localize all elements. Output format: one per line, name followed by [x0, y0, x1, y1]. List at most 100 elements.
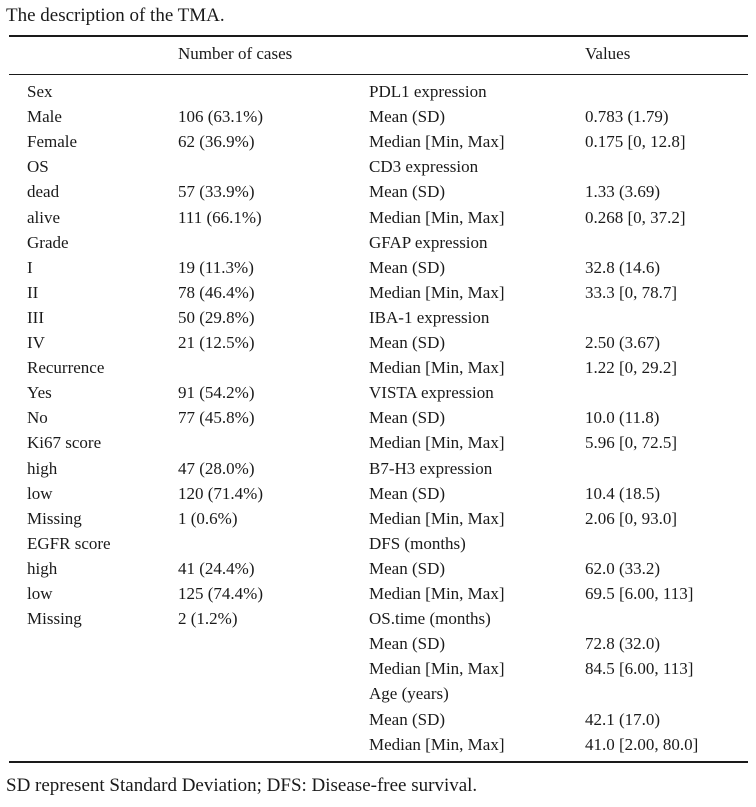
row-statistic-label: Median [Min, Max] — [369, 433, 505, 453]
row-statistic-label: DFS (months) — [369, 533, 466, 553]
row-label: dead — [27, 182, 60, 202]
table-row: Male 106 (63.1%) Mean (SD) 0.783 (1.79) — [0, 106, 740, 131]
row-cases: 47 (28.0%) — [178, 458, 255, 478]
table-row: low 120 (71.4%) Mean (SD) 10.4 (18.5) — [0, 483, 740, 508]
row-statistic-label: Median [Min, Max] — [369, 282, 505, 302]
row-value: 0.175 [0, 12.8] — [585, 132, 686, 152]
table-row: high 47 (28.0%) B7-H3 expression — [0, 458, 740, 483]
row-value: 72.8 (32.0) — [585, 634, 661, 654]
row-statistic-label: Mean (SD) — [369, 257, 446, 277]
row-label: IV — [27, 333, 45, 352]
row-statistic-label: GFAP expression — [369, 232, 488, 252]
header-number-of-cases: Number of cases — [178, 44, 293, 63]
row-value: 84.5 [6.00, 113] — [585, 659, 694, 679]
row-statistic-label: IBA-1 expression — [369, 307, 490, 327]
row-label: No — [27, 408, 48, 428]
row-cases: 2 (1.2%) — [178, 609, 238, 629]
row-statistic-label: Mean (SD) — [369, 709, 446, 729]
table-header-rule — [9, 74, 748, 75]
row-label: Recurrence — [27, 358, 105, 378]
table-row: Age (years) — [0, 683, 740, 708]
header-values: Values — [585, 44, 631, 63]
row-cases: 125 (74.4%) — [178, 584, 263, 603]
row-cases: 91 (54.2%) — [178, 383, 255, 403]
row-value: 2.50 (3.67) — [585, 333, 661, 352]
row-value: 41.0 [2.00, 80.0] — [585, 734, 699, 754]
row-value: 5.96 [0, 72.5] — [585, 433, 678, 453]
table-row: Recurrence Median [Min, Max] 1.22 [0, 29.2… — [0, 357, 740, 382]
row-value: 1.22 [0, 29.2] — [585, 358, 678, 378]
row-label: Female — [27, 132, 78, 152]
row-statistic-label: Median [Min, Max] — [369, 584, 505, 603]
row-statistic-label: VISTA expression — [369, 383, 494, 403]
table-row: Missing 2 (1.2%) OS.time (months) — [0, 608, 740, 633]
row-statistic-label: B7-H3 expression — [369, 458, 493, 478]
table-row: high 41 (24.4%) Mean (SD) 62.0 (33.2) — [0, 558, 740, 583]
row-cases: 78 (46.4%) — [178, 282, 255, 302]
row-statistic-label: PDL1 expression — [369, 82, 487, 101]
table-row: Yes 91 (54.2%) VISTA expression — [0, 382, 740, 407]
table-row: No 77 (45.8%) Mean (SD) 10.0 (11.8) — [0, 407, 740, 432]
row-value: 69.5 [6.00, 113] — [585, 584, 694, 603]
row-statistic-label: Mean (SD) — [369, 483, 446, 503]
table-row: III 50 (29.8%) IBA-1 expression — [0, 307, 740, 332]
table-row: Sex PDL1 expression — [0, 81, 740, 106]
row-value: 42.1 (17.0) — [585, 709, 661, 729]
row-label: II — [27, 282, 39, 302]
row-label: low — [27, 483, 53, 503]
row-label: I — [27, 257, 33, 277]
table-row: Mean (SD) 72.8 (32.0) — [0, 633, 740, 658]
row-value: 62.0 (33.2) — [585, 558, 661, 578]
row-label: OS — [27, 157, 49, 177]
row-value: 10.4 (18.5) — [585, 483, 661, 503]
row-statistic-label: Mean (SD) — [369, 558, 446, 578]
table-row: Median [Min, Max] 41.0 [2.00, 80.0] — [0, 734, 740, 759]
row-label: Ki67 score — [27, 433, 102, 453]
table-row: Female 62 (36.9%) Median [Min, Max] 0.175 [… — [0, 131, 740, 156]
table-row: alive 111 (66.1%) Median [Min, Max] 0.268 [… — [0, 207, 740, 232]
row-label: Sex — [27, 82, 53, 101]
row-label: low — [27, 584, 53, 603]
row-value: 0.268 [0, 37.2] — [585, 207, 686, 227]
table-row: Grade GFAP expression — [0, 232, 740, 257]
row-label: EGFR score — [27, 533, 111, 553]
row-statistic-label: OS.time (months) — [369, 609, 491, 629]
row-statistic-label: Median [Min, Max] — [369, 358, 505, 378]
row-cases: 57 (33.9%) — [178, 182, 255, 202]
table-row: Ki67 score Median [Min, Max] 5.96 [0, 72.5… — [0, 432, 740, 457]
table-row: dead 57 (33.9%) Mean (SD) 1.33 (3.69) — [0, 181, 740, 206]
row-cases: 1 (0.6%) — [178, 508, 238, 528]
row-value: 2.06 [0, 93.0] — [585, 508, 678, 528]
row-cases: 77 (45.8%) — [178, 408, 255, 428]
row-cases: 106 (63.1%) — [178, 107, 263, 127]
row-statistic-label: Median [Min, Max] — [369, 659, 505, 679]
row-statistic-label: Median [Min, Max] — [369, 734, 505, 754]
table-row: EGFR score DFS (months) — [0, 533, 740, 558]
table-caption: The description of the TMA. — [6, 5, 225, 26]
table-top-rule — [9, 35, 748, 37]
table-row: low 125 (74.4%) Median [Min, Max] 69.5 [6.0… — [0, 583, 740, 608]
row-cases: 111 (66.1%) — [178, 207, 262, 227]
table-footnote: SD represent Standard Deviation; DFS: Di… — [6, 775, 478, 796]
row-label: alive — [27, 207, 61, 227]
row-label: Grade — [27, 232, 69, 252]
table-row: Missing 1 (0.6%) Median [Min, Max] 2.06 [0,… — [0, 508, 740, 533]
row-value: 33.3 [0, 78.7] — [585, 282, 678, 302]
table-row: Median [Min, Max] 84.5 [6.00, 113] — [0, 658, 740, 683]
row-value: 10.0 (11.8) — [585, 408, 660, 428]
row-statistic-label: Median [Min, Max] — [369, 508, 505, 528]
row-statistic-label: CD3 expression — [369, 157, 479, 177]
row-label: high — [27, 458, 58, 478]
row-statistic-label: Mean (SD) — [369, 634, 446, 654]
row-statistic-label: Mean (SD) — [369, 408, 446, 428]
row-statistic-label: Mean (SD) — [369, 333, 446, 352]
row-value: 32.8 (14.6) — [585, 257, 661, 277]
row-cases: 62 (36.9%) — [178, 132, 255, 152]
row-label: Missing — [27, 609, 82, 629]
row-label: Yes — [27, 383, 52, 403]
row-value: 0.783 (1.79) — [585, 107, 669, 127]
row-statistic-label: Mean (SD) — [369, 107, 446, 127]
table-row: Mean (SD) 42.1 (17.0) — [0, 709, 740, 734]
row-statistic-label: Mean (SD) — [369, 182, 446, 202]
row-label: III — [27, 307, 44, 327]
